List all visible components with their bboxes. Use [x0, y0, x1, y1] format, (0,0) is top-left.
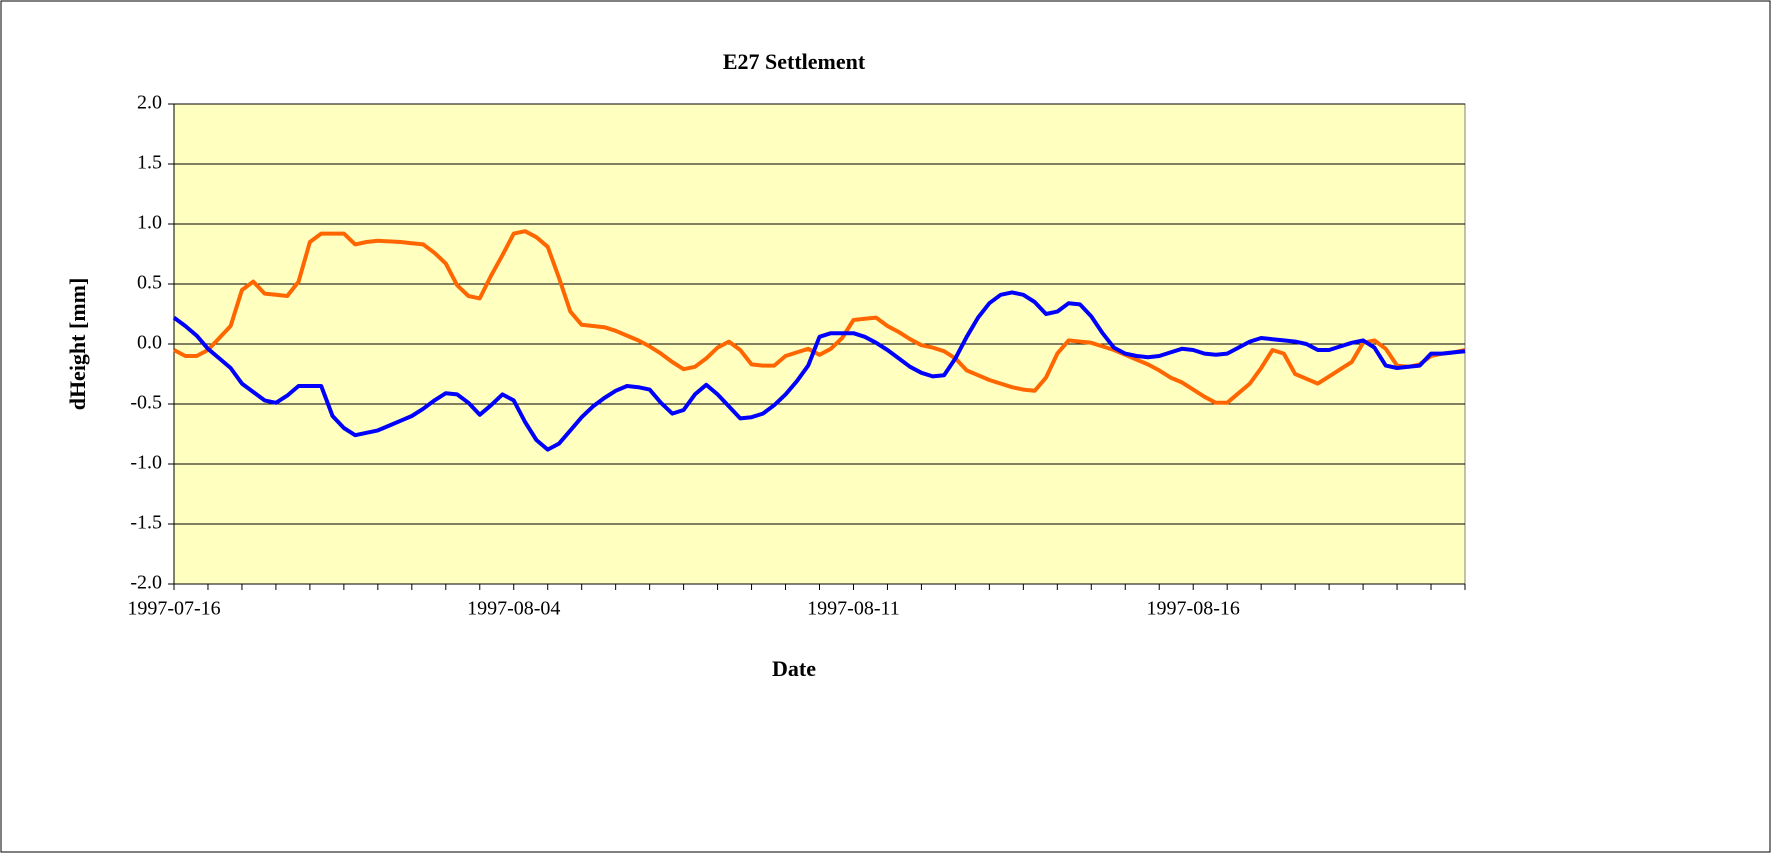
x-tick-label: 1997-08-16 [1147, 598, 1240, 620]
y-tick-label: 0.5 [137, 272, 162, 294]
y-axis-label: dHeight [mm] [65, 278, 90, 411]
y-tick-label: 1.0 [137, 212, 162, 234]
y-tick-label: 2.0 [137, 92, 162, 114]
y-tick-label: -0.5 [130, 392, 162, 414]
chart-title: E27 Settlement [723, 49, 866, 74]
series-line [173, 229, 1466, 405]
x-tick-label: 1997-08-11 [807, 598, 900, 620]
x-tick-label: 1997-08-04 [467, 598, 560, 620]
x-tick-label: 1997-07-16 [127, 598, 220, 620]
y-tick-label: 1.5 [137, 152, 162, 174]
series-line [172, 290, 1466, 452]
y-tick-label: -1.0 [130, 452, 162, 474]
y-tick-label: 0.0 [137, 332, 162, 354]
x-axis-label: Date [772, 656, 816, 681]
y-tick-label: -2.0 [130, 572, 162, 594]
y-tick-label: -1.5 [130, 512, 162, 534]
